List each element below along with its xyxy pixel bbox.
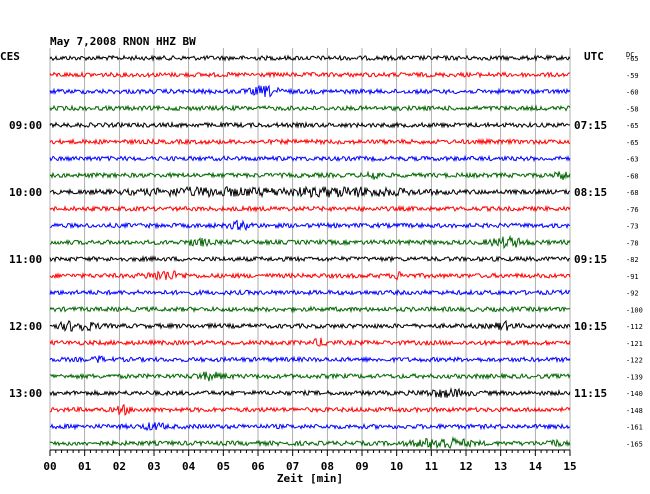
x-tick-label: 11 bbox=[425, 460, 439, 473]
dc-offset-label: -76 bbox=[626, 206, 639, 214]
x-tick-label: 09 bbox=[355, 460, 368, 473]
x-axis: 00 01 02 03 04 05 06 07 08 09 10 11 12 13 14 15 bbox=[43, 449, 577, 473]
seismic-trace bbox=[49, 84, 571, 98]
dc-offset-label: -68 bbox=[626, 189, 639, 197]
dc-offset-label: -60 bbox=[626, 89, 639, 97]
left-time-label: 13:00 bbox=[9, 387, 42, 400]
seismic-trace bbox=[49, 70, 571, 79]
chart-title: May 7,2008 RNON HHZ BW bbox=[50, 35, 196, 48]
right-time-label: 11:15 bbox=[574, 387, 607, 400]
dc-offset-label: -82 bbox=[626, 256, 639, 264]
dc-offset-label: -73 bbox=[626, 223, 639, 231]
seismic-trace bbox=[49, 120, 571, 130]
seismic-trace bbox=[49, 337, 571, 347]
seismic-trace bbox=[49, 305, 571, 314]
dc-offset-label: -65 bbox=[626, 55, 639, 63]
dc-offset-label: -59 bbox=[626, 72, 639, 80]
seismic-trace bbox=[49, 255, 571, 264]
dc-offset-label: -65 bbox=[626, 139, 639, 147]
seismic-trace bbox=[49, 170, 571, 180]
right-time-label: 09:15 bbox=[574, 253, 607, 266]
seismic-trace bbox=[49, 387, 571, 398]
seismic-trace bbox=[49, 185, 571, 199]
seismic-trace bbox=[49, 371, 571, 382]
right-time-label: 07:15 bbox=[574, 119, 607, 132]
x-tick-label: 10 bbox=[390, 460, 403, 473]
x-tick-label: 00 bbox=[43, 460, 56, 473]
dc-offset-header: DC bbox=[626, 51, 634, 59]
seismic-trace bbox=[49, 137, 571, 146]
seismic-trace bbox=[49, 154, 571, 163]
seismic-trace bbox=[49, 421, 571, 432]
seismic-trace bbox=[49, 288, 571, 297]
left-zone-label: CES bbox=[0, 50, 20, 63]
dc-offset-label: -65 bbox=[626, 122, 639, 130]
seismic-trace bbox=[49, 403, 571, 416]
dc-offset-label: -92 bbox=[626, 290, 639, 298]
x-tick-label: 12 bbox=[459, 460, 472, 473]
seismic-trace bbox=[49, 104, 571, 113]
x-tick-label: 02 bbox=[113, 460, 126, 473]
x-tick-label: 04 bbox=[182, 460, 196, 473]
right-time-label: 10:15 bbox=[574, 320, 607, 333]
seismic-trace bbox=[49, 355, 571, 364]
x-tick-label: 06 bbox=[251, 460, 265, 473]
x-tick-label: 15 bbox=[563, 460, 576, 473]
dc-offset-label: -100 bbox=[626, 306, 643, 314]
dc-offset-label: -91 bbox=[626, 273, 639, 281]
dc-offset-label: -112 bbox=[626, 323, 643, 331]
dc-offset-label: -140 bbox=[626, 390, 643, 398]
seismic-trace bbox=[49, 204, 571, 213]
x-axis-label: Zeit [min] bbox=[277, 472, 343, 485]
right-zone-label: UTC bbox=[584, 50, 604, 63]
dc-offset-label: -161 bbox=[626, 424, 643, 432]
x-tick-label: 08 bbox=[321, 460, 334, 473]
dc-offset-label: -58 bbox=[626, 105, 639, 113]
right-time-label: 08:15 bbox=[574, 186, 607, 199]
left-time-label: 09:00 bbox=[9, 119, 42, 132]
dc-offset-label: -63 bbox=[626, 156, 639, 164]
left-time-label: 10:00 bbox=[9, 186, 42, 199]
left-time-label: 12:00 bbox=[9, 320, 42, 333]
seismic-trace bbox=[49, 234, 571, 250]
seismic-trace bbox=[49, 319, 571, 333]
x-tick-label: 07 bbox=[286, 460, 299, 473]
seismic-trace bbox=[49, 270, 571, 281]
dc-offset-label: -139 bbox=[626, 373, 643, 381]
dc-offset-label: -165 bbox=[626, 440, 643, 448]
grid-lines bbox=[49, 48, 571, 450]
dc-offset-label: -68 bbox=[626, 172, 639, 180]
x-tick-label: 13 bbox=[494, 460, 507, 473]
x-tick-label: 01 bbox=[78, 460, 92, 473]
x-tick-label: 03 bbox=[147, 460, 160, 473]
seismic-trace bbox=[49, 54, 571, 62]
left-time-label: 11:00 bbox=[9, 253, 42, 266]
dc-offset-label: -121 bbox=[626, 340, 643, 348]
row-labels: 09:00 10:00 11:00 12:00 13:00 07:15 08:15 09:15… bbox=[9, 55, 643, 448]
dc-offset-label: -122 bbox=[626, 357, 643, 365]
x-tick-label: 05 bbox=[217, 460, 230, 473]
dc-offset-label: -148 bbox=[626, 407, 643, 415]
dc-offset-label: -78 bbox=[626, 239, 639, 247]
trace-layer bbox=[49, 54, 571, 450]
seismic-trace bbox=[49, 219, 571, 232]
x-tick-label: 14 bbox=[529, 460, 543, 473]
seismic-trace bbox=[49, 436, 571, 450]
